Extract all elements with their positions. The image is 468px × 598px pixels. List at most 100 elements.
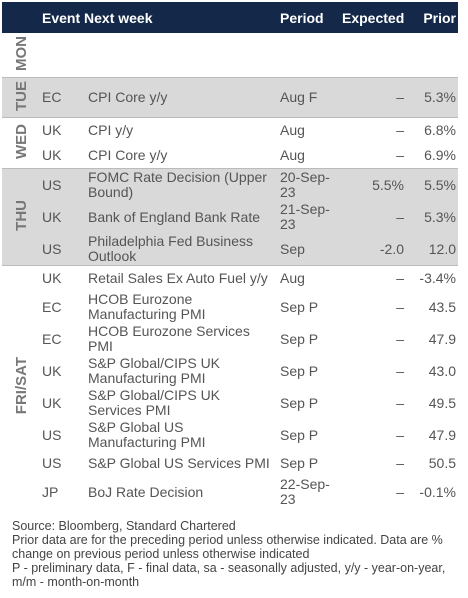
period: Aug [278, 117, 340, 143]
event: HCOB Eurozone Manufacturing PMI [88, 291, 206, 322]
prior: 12.0 [406, 233, 458, 266]
row: THU US FOMC Rate Decision (Upper Bound) 20-… [2, 168, 458, 266]
expected: – [340, 117, 406, 143]
event: CPI Core y/y [86, 77, 278, 118]
period: Aug [278, 265, 340, 291]
row: FRI/SAT UK Retail Sales Ex Auto Fuel y/y Au… [2, 265, 458, 508]
region: EC [42, 330, 62, 347]
prior: 43.0 [428, 362, 456, 379]
day-text: FRI/SAT [12, 356, 30, 415]
expected: -2.0 [340, 233, 406, 266]
day-text: THU [12, 200, 30, 231]
footer-line: P - preliminary data, F - final data, sa… [12, 561, 446, 589]
prior: 5.5% [406, 168, 458, 201]
region: US [40, 168, 86, 201]
prior: 47.9 [428, 330, 456, 347]
prior: 43.5 [428, 298, 456, 315]
header-cell: Expected [340, 2, 406, 33]
period: Sep P [280, 330, 319, 347]
row: US S&P Global US Manufacturing PMI Sep P – 4… [2, 419, 458, 451]
row: US S&P Global US Services PMI Sep P – 50.5 [2, 451, 458, 476]
header-cell [2, 2, 40, 33]
row: TUE EC CPI Core y/y Aug F –5.3% [2, 77, 458, 118]
day-text: WED [12, 124, 30, 159]
period: Sep P [280, 455, 319, 471]
day-text: MON [12, 36, 30, 71]
prior: 49.5 [428, 394, 456, 411]
expected: – [340, 265, 406, 291]
period: 21-Sep-23 [278, 201, 340, 233]
region: US [42, 455, 62, 471]
region: UK [40, 201, 86, 233]
event: CPI Core y/y [88, 147, 168, 163]
prior: 5.3% [406, 77, 458, 118]
event: Retail Sales Ex Auto Fuel y/y [86, 265, 278, 291]
prior: 6.8% [406, 117, 458, 143]
period: Sep P [280, 426, 319, 443]
prior: -0.1% [419, 483, 456, 500]
region: UK [40, 265, 86, 291]
expected: – [340, 201, 406, 233]
row: EC HCOB Eurozone Manufacturing PMI Sep P – 4… [2, 291, 458, 323]
row: UK Bank of England Bank Rate 21-Sep-23–5.3… [2, 201, 458, 233]
header-cell: Event Next week [40, 2, 278, 33]
prior: 50.5 [428, 455, 456, 471]
period: Sep [278, 233, 340, 266]
period: 20-Sep-23 [278, 168, 340, 201]
prior: -3.4% [406, 265, 458, 291]
period: Sep P [280, 394, 319, 411]
expected: – [396, 147, 404, 163]
event: S&P Global US Manufacturing PMI [88, 419, 206, 450]
row: MON [2, 33, 458, 78]
footer: Source: Bloomberg, Standard Chartered Pri… [2, 519, 452, 589]
header-cell: Prior [406, 2, 458, 33]
region: UK [42, 394, 62, 411]
footer-line: Source: Bloomberg, Standard Chartered [12, 519, 236, 533]
row: WED UK CPI y/y Aug –6.8% [2, 117, 458, 169]
prior: 5.3% [406, 201, 458, 233]
calendar-table: Event Next week Period Expected Prior MO… [2, 2, 458, 508]
prior: 6.9% [424, 147, 456, 163]
expected: – [396, 298, 404, 315]
event: FOMC Rate Decision (Upper Bound) [86, 168, 278, 201]
expected: – [396, 330, 404, 347]
event: Philadelphia Fed Business Outlook [86, 233, 278, 266]
event: BoJ Rate Decision [88, 483, 204, 500]
day-label: TUE [2, 77, 40, 118]
wrap: Event Next week Period Expected Prior MO… [2, 2, 458, 589]
period: 22-Sep-23 [280, 476, 330, 507]
expected: – [396, 483, 404, 500]
expected: – [396, 426, 404, 443]
row: US Philadelphia Fed Business Outlook Sep -2… [2, 233, 458, 266]
day-label: WED [2, 117, 40, 169]
day-label: FRI/SAT [2, 265, 40, 508]
event: HCOB Eurozone Services PMI [88, 323, 250, 354]
footer-line: Prior data are for the preceding period … [12, 533, 443, 561]
day-label: MON [2, 33, 40, 78]
header-row: Event Next week Period Expected Prior [2, 2, 458, 33]
prior: 47.9 [428, 426, 456, 443]
period: Aug F [278, 77, 340, 118]
header-cell: Period [278, 2, 340, 33]
row: UK CPI Core y/y Aug – 6.9% [2, 143, 458, 169]
day-text: TUE [12, 81, 30, 111]
expected: – [396, 455, 404, 471]
region: US [42, 426, 62, 443]
table-body: MON TUE EC CPI Core y/y Aug F –5.3% WED UK CPI y… [2, 33, 458, 508]
day-label: THU [2, 168, 40, 266]
region: EC [40, 77, 86, 118]
expected: 5.5% [340, 168, 406, 201]
event: S&P Global US Services PMI [88, 455, 270, 471]
event: S&P Global/CIPS UK Services PMI [88, 387, 221, 418]
row: JP BoJ Rate Decision 22-Sep-23 – -0.1% [2, 476, 458, 508]
event: S&P Global/CIPS UK Manufacturing PMI [88, 355, 221, 386]
region: US [40, 233, 86, 266]
expected: – [340, 77, 406, 118]
event: Bank of England Bank Rate [86, 201, 278, 233]
period: Aug [280, 147, 305, 163]
period: Sep P [280, 362, 319, 379]
region: JP [42, 483, 59, 500]
expected: – [396, 362, 404, 379]
row: EC HCOB Eurozone Services PMI Sep P – 47.9 [2, 323, 458, 355]
